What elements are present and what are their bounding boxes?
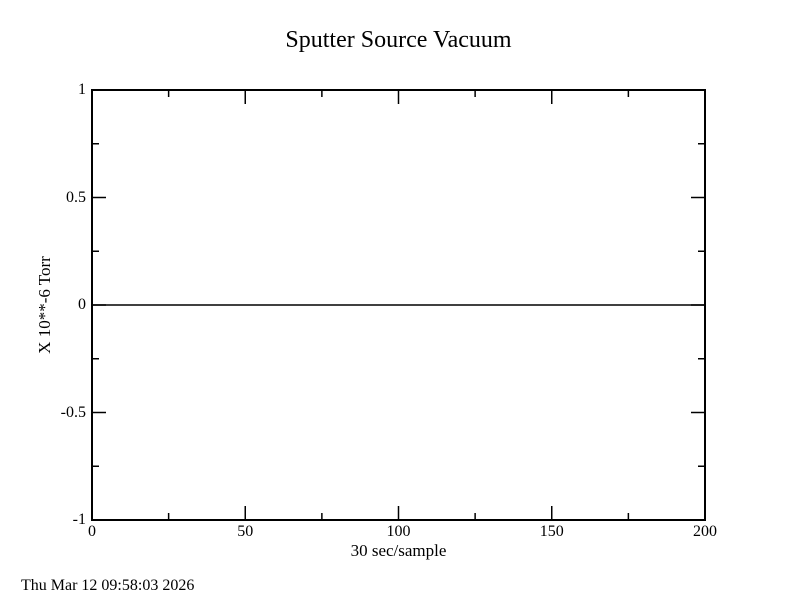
y-tick-label: -1 [72, 511, 86, 528]
timestamp: Thu Mar 12 09:58:03 2026 [21, 577, 195, 594]
y-tick-label: 0 [78, 296, 86, 313]
x-tick-label: 50 [237, 523, 254, 540]
x-tick-label: 150 [539, 523, 564, 540]
chart-title: Sputter Source Vacuum [285, 27, 512, 53]
x-tick-label: 200 [693, 523, 717, 540]
x-axis-label: 30 sec/sample [350, 541, 447, 560]
y-tick-label: -0.5 [60, 403, 86, 421]
x-tick-label: 0 [88, 523, 96, 540]
y-tick-label: 0.5 [66, 188, 86, 206]
y-tick-label: 1 [78, 81, 86, 98]
x-tick-label: 100 [386, 523, 411, 540]
